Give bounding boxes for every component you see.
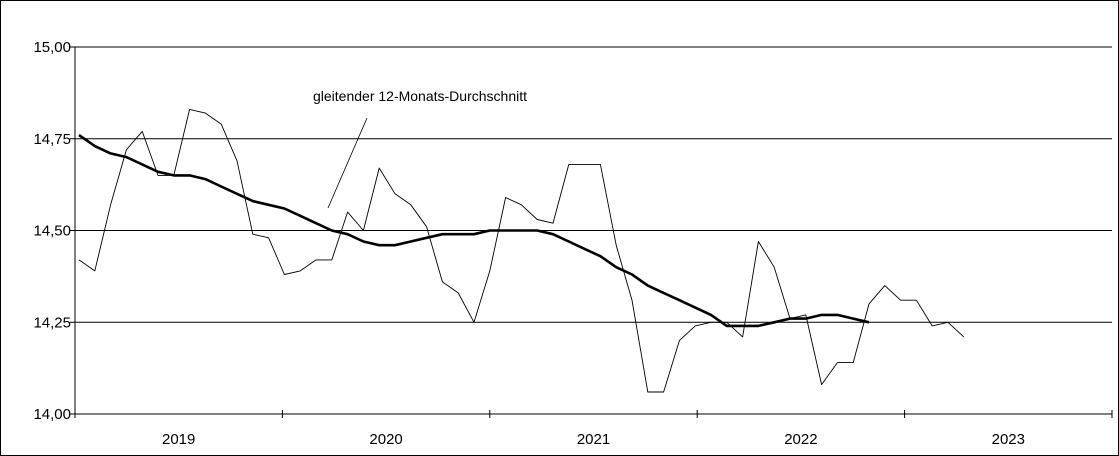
series-line-monthly [78,108,965,393]
series-line-moving_average [78,134,870,328]
annotation-layer: gleitender 12-Monats-Durchschnitt [313,88,527,209]
x-tick-label-2022: 2022 [784,431,817,448]
y-tick-label-3: 14,75 [33,131,71,148]
x-tick-label-2021: 2021 [577,431,610,448]
y-tick-label-4: 15,00 [33,39,71,56]
gridlines [75,46,1112,323]
x-axis-tick-labels: 2019 2020 2021 2022 2023 [74,410,1113,448]
x-tick-label-2020: 2020 [369,431,402,448]
y-axis-tick-labels: 14,00 14,25 14,50 14,75 15,00 [33,39,75,423]
annotation-leader-line [327,117,368,209]
series-layer [78,108,965,393]
x-tick-label-2023: 2023 [992,431,1025,448]
y-tick-label-0: 14,00 [33,406,71,423]
y-tick-label-1: 14,25 [33,314,71,331]
x-tick-label-2019: 2019 [162,431,195,448]
annotation-label: gleitender 12-Monats-Durchschnitt [313,88,527,104]
y-tick-label-2: 14,50 [33,223,71,240]
